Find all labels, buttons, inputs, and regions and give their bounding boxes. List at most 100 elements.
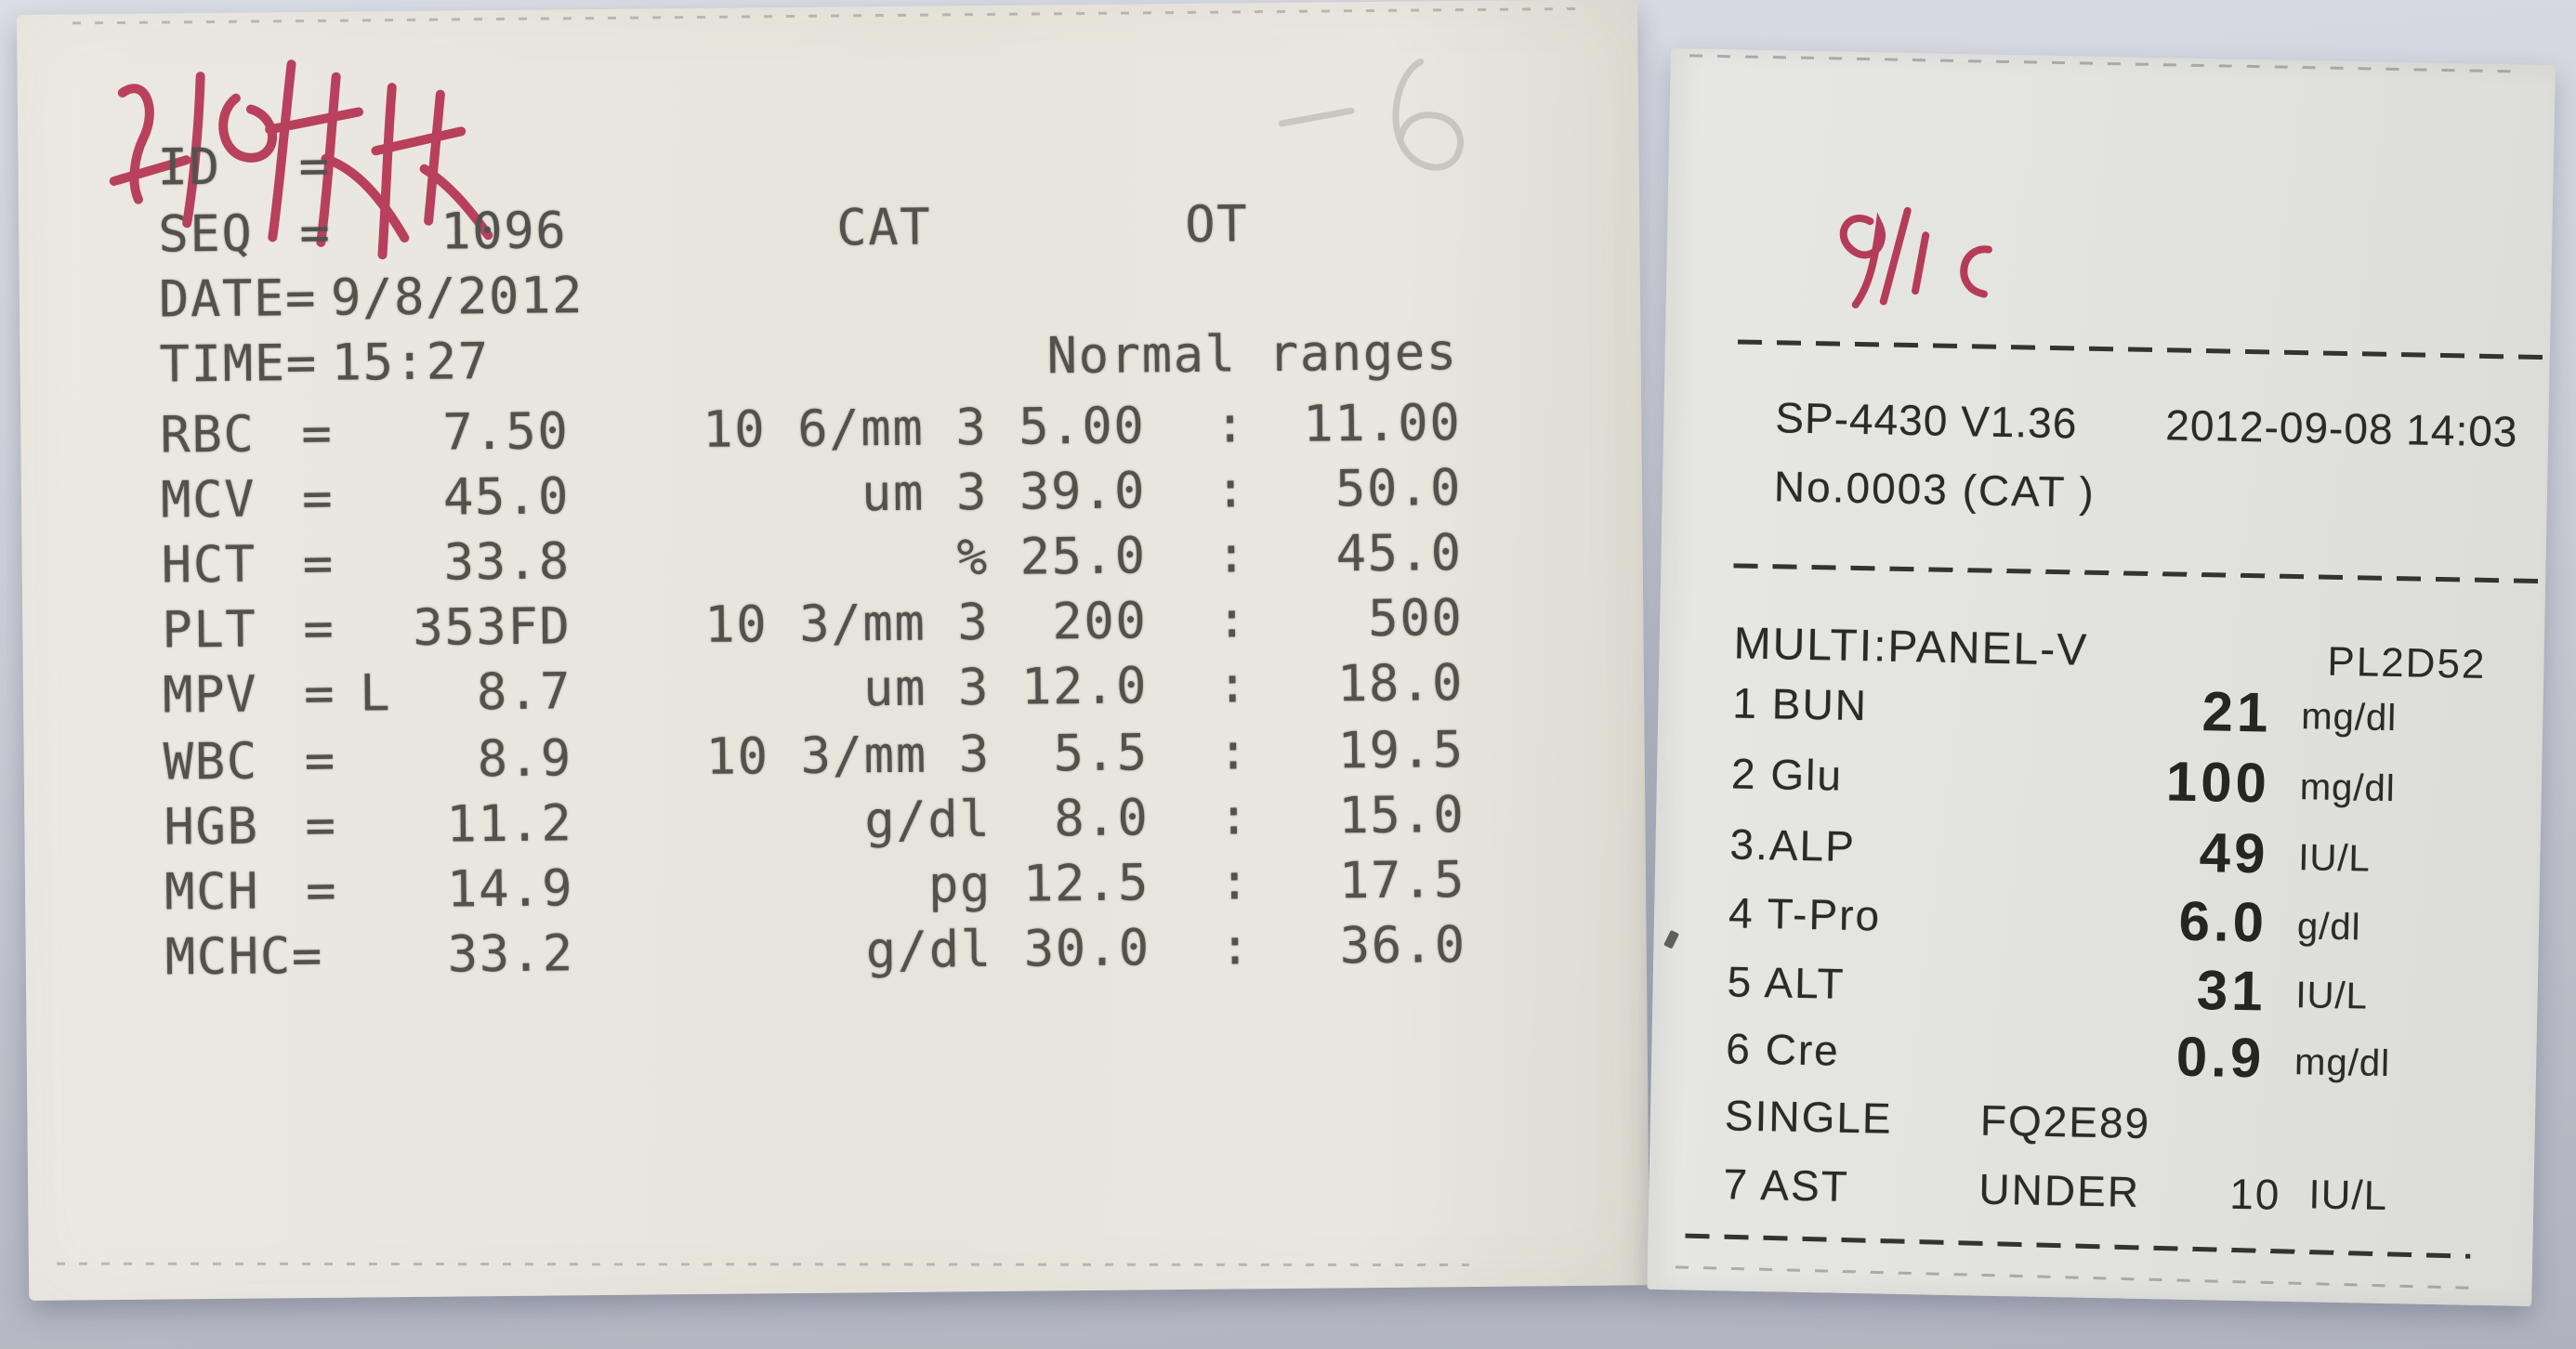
range-colon: :	[1217, 722, 1250, 781]
test-unit: IU/L	[2307, 1172, 2388, 1220]
result-row: WBC = 8.9 10 3/mm 3 5.5 : 19.5	[163, 719, 1613, 794]
range-high: 500	[1367, 588, 1464, 648]
range-colon: :	[1216, 590, 1249, 649]
device-datetime: 2012-09-08 14:03	[2164, 400, 2518, 456]
range-high: 45.0	[1335, 523, 1463, 583]
time-value: 15:27	[331, 332, 490, 392]
seq-row: SEQ = 1096 CAT OT	[158, 191, 1609, 267]
perforation-bottom	[1675, 1265, 2475, 1290]
test-label: HGB	[164, 796, 259, 857]
result-row: MCHC= 33.2 g/dl 30.0 : 36.0	[164, 914, 1615, 989]
test-value: 49	[2199, 821, 2270, 885]
range-high: 36.0	[1339, 915, 1466, 976]
range-colon: :	[1216, 525, 1248, 584]
test-label: MPV	[162, 664, 258, 725]
test-unit: mg/dl	[2299, 766, 2397, 810]
test-name: 6 Cre	[1725, 1024, 1841, 1075]
seq-value: 1096	[440, 201, 568, 261]
range-high: 18.0	[1336, 653, 1465, 714]
range-low: 30.0	[1023, 918, 1150, 978]
range-high: 11.00	[1302, 393, 1462, 453]
range-colon: :	[1214, 395, 1247, 454]
test-label: PLT	[162, 599, 257, 660]
perforation-top	[72, 7, 1579, 25]
test-unit: g/dl	[2296, 906, 2361, 949]
pencil-mark	[1278, 59, 1464, 171]
single-code: FQ2E89	[1979, 1095, 2151, 1148]
range-low: 25.0	[1019, 526, 1147, 586]
divider-dashed	[1737, 339, 2546, 360]
range-low: 12.5	[1022, 853, 1150, 913]
time-row: TIME= 15:27 Normal ranges	[159, 321, 1610, 397]
test-unit: g/dl	[864, 789, 992, 850]
ast-qualifier: UNDER	[1978, 1164, 2141, 1216]
test-value: 6.0	[2178, 889, 2268, 954]
test-name: 3.ALP	[1729, 819, 1857, 871]
test-label: RBC	[160, 404, 256, 465]
field-label: DATE=	[158, 268, 318, 329]
date-value: 9/8/2012	[330, 266, 585, 327]
test-unit: mg/dl	[2300, 696, 2398, 740]
result-row: MCH = 14.9 pg 12.5 : 17.5	[164, 849, 1615, 924]
test-unit: IU/L	[2295, 975, 2369, 1017]
device-model: SP-4430 V1.36	[1774, 393, 2078, 448]
divider-dashed	[1733, 563, 2543, 584]
range-low: 200	[1051, 591, 1148, 651]
test-label: MCV	[160, 469, 256, 530]
test-name: 4 T-Pro	[1728, 888, 1882, 940]
sample-number: No.0003 (CAT )	[1773, 462, 2096, 517]
test-value: 31	[2196, 959, 2267, 1023]
test-value: 21	[2201, 680, 2273, 744]
perforation-top	[1689, 54, 2526, 73]
test-unit: 10 6/mm 3	[702, 397, 988, 459]
test-unit: %	[956, 527, 989, 587]
range-colon: :	[1216, 655, 1250, 714]
test-label: HCT	[161, 534, 257, 595]
result-row: RBC = 7.50 10 6/mm 3 5.00 : 11.00	[160, 392, 1610, 467]
result-row: HCT = 33.8 % 25.0 : 45.0	[161, 522, 1611, 597]
field-label: SEQ	[157, 203, 254, 264]
result-row: PLT = 353FD 10 3/mm 3 200 : 500	[162, 587, 1612, 662]
range-high: 19.5	[1337, 720, 1465, 780]
test-label: WBC	[163, 731, 259, 792]
range-colon: :	[1218, 787, 1251, 846]
range-high: 17.5	[1338, 850, 1466, 910]
range-colon: :	[1215, 460, 1248, 519]
normal-ranges-heading: Normal ranges	[1046, 322, 1458, 386]
chemistry-receipt: SP-4430 V1.36 2012-09-08 14:03 No.0003 (…	[1647, 48, 2556, 1307]
test-unit: um 3	[861, 462, 989, 523]
equals-sign: =	[298, 136, 331, 196]
cat-label: CAT	[835, 197, 932, 257]
range-low: 5.5	[1053, 723, 1149, 783]
panel-title: MULTI:PANEL-V	[1733, 619, 2089, 675]
test-value: 0.9	[2175, 1025, 2266, 1090]
range-colon: :	[1218, 852, 1252, 911]
date-row: DATE= 9/8/2012	[159, 256, 1610, 332]
divider-dashed	[1685, 1233, 2471, 1259]
cbc-receipt: ID = SEQ = 1096 CAT OT DATE= 9/8/2012 TI…	[17, 0, 1650, 1301]
red-handwriting-mark	[109, 59, 493, 260]
field-label: TIME=	[159, 333, 318, 394]
range-low: 8.0	[1054, 788, 1150, 848]
perforation-bottom	[56, 1262, 1469, 1267]
result-row: MPV = L 8.7 um 3 12.0 : 18.0	[163, 652, 1613, 727]
red-handwriting-mark	[1839, 206, 1992, 308]
range-low: 5.00	[1018, 396, 1146, 456]
single-label: SINGLE	[1724, 1091, 1894, 1143]
range-high: 50.0	[1334, 458, 1463, 518]
test-name: 1 BUN	[1731, 678, 1869, 730]
test-name: 2 Glu	[1730, 749, 1844, 800]
test-unit: IU/L	[2297, 837, 2372, 880]
result-row: MCV = 45.0 um 3 39.0 : 50.0	[161, 457, 1611, 532]
test-unit: pg	[927, 854, 992, 914]
test-unit: 10 3/mm 3	[705, 724, 991, 786]
range-high: 15.0	[1337, 785, 1465, 845]
test-unit: 10 3/mm 3	[703, 592, 990, 654]
test-value: 10	[2228, 1169, 2281, 1219]
test-unit: g/dl	[865, 919, 993, 980]
range-low: 39.0	[1019, 461, 1147, 521]
field-label: ID	[157, 137, 221, 197]
test-value: 100	[2165, 750, 2271, 815]
test-name: 5 ALT	[1727, 957, 1846, 1008]
